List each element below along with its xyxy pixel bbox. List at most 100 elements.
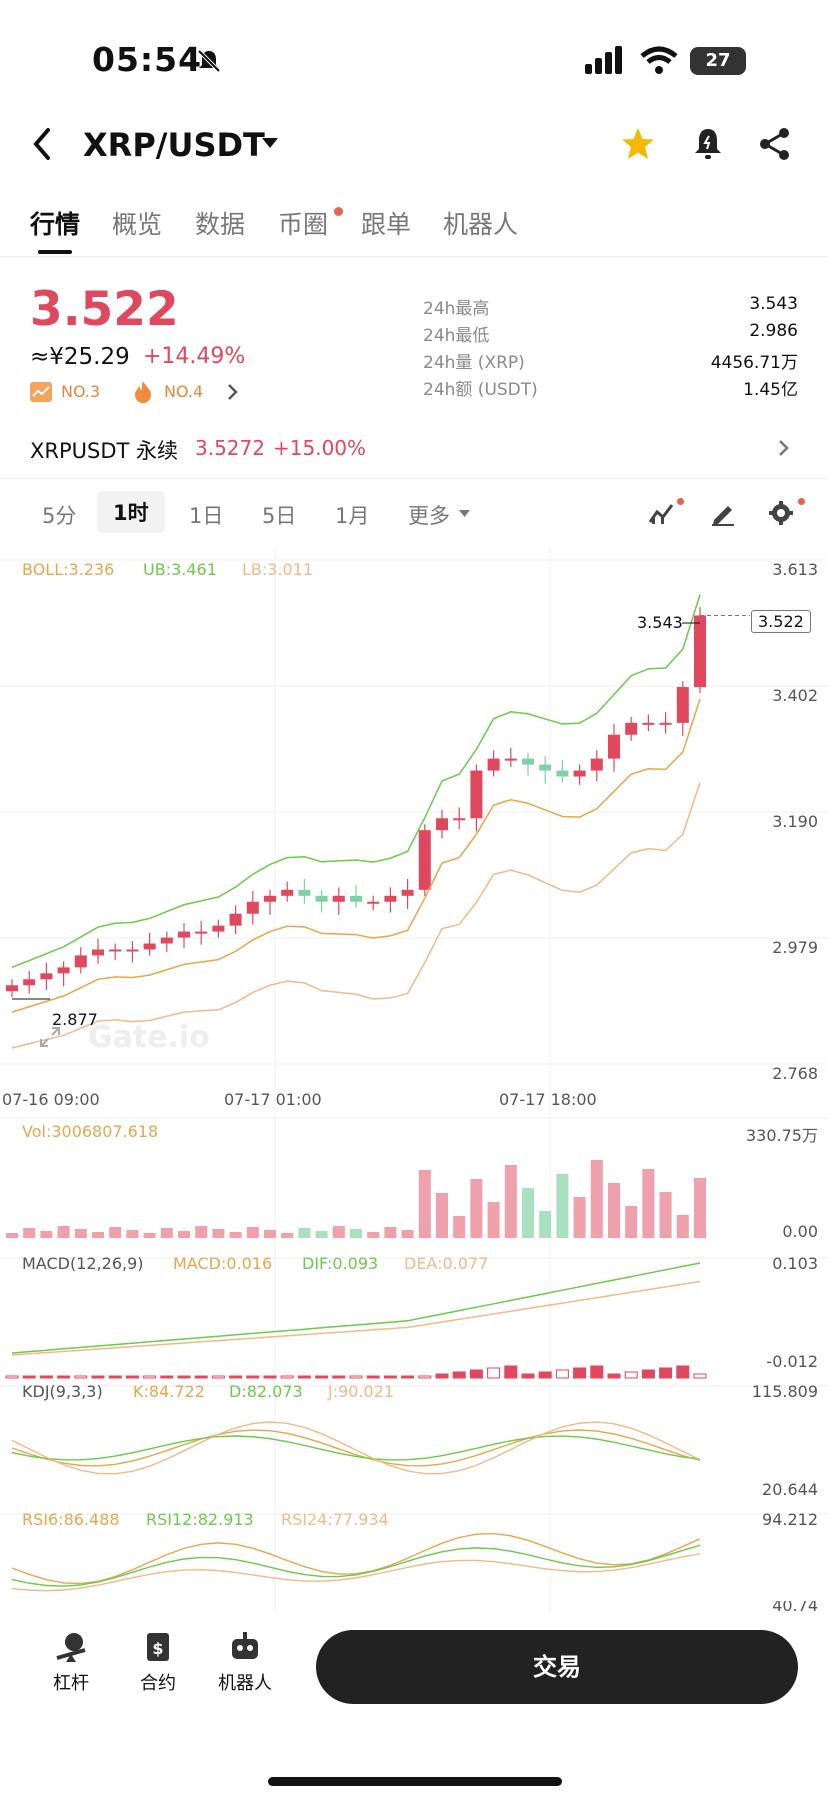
volume-bar — [57, 1226, 70, 1238]
volume-bar — [590, 1160, 603, 1238]
star-icon[interactable] — [620, 126, 656, 162]
volume-bar — [23, 1228, 36, 1238]
macd-histogram-bar — [641, 1369, 655, 1379]
expand-icon[interactable] — [38, 1025, 62, 1049]
back-icon[interactable] — [30, 126, 54, 162]
rsi24-value: RSI24:77.934 — [281, 1510, 389, 1529]
candle — [418, 830, 431, 890]
volume-bar — [470, 1179, 483, 1238]
volume-bar — [453, 1216, 466, 1238]
volume-bar — [160, 1228, 173, 1238]
price-axis-tick: 3.613 — [772, 560, 818, 579]
candle — [504, 758, 517, 761]
kdj-d-value: D:82.073 — [229, 1382, 303, 1401]
margin-label: 杠杆 — [53, 1673, 89, 1694]
volume-bar — [676, 1215, 689, 1238]
futures-button[interactable]: $ 合约 — [118, 1630, 198, 1695]
macd-histogram-bar — [177, 1375, 191, 1379]
macd-histogram-bar — [590, 1365, 604, 1379]
kdj-axis-min: 20.644 — [762, 1480, 818, 1499]
tab-market[interactable]: 行情 — [30, 210, 81, 239]
candle — [6, 985, 18, 992]
price-axis-tick: 2.768 — [772, 1064, 818, 1083]
candle — [470, 770, 483, 819]
low-marker-label: 2.877 — [52, 1010, 98, 1029]
candle — [608, 734, 620, 759]
macd-histogram-bar — [108, 1375, 122, 1379]
margin-button[interactable]: 杠杆 — [31, 1630, 111, 1695]
candle — [436, 818, 448, 831]
period-1mo[interactable]: 1月 — [335, 504, 370, 528]
rank-2[interactable]: NO.4 — [164, 382, 204, 401]
pair-title[interactable]: XRP/USDT — [83, 126, 265, 164]
stat-volume-label: 24h量 (XRP) — [423, 353, 525, 373]
period-more[interactable]: 更多 — [408, 504, 450, 528]
volume-bar — [332, 1226, 345, 1238]
tab-active-indicator — [38, 250, 72, 254]
macd-histogram-bar — [538, 1371, 552, 1379]
svg-text:$: $ — [152, 1639, 163, 1658]
tab-overview[interactable]: 概览 — [112, 210, 163, 239]
candle — [384, 895, 397, 902]
last-price-tag: 3.522 — [751, 610, 811, 633]
rank-1[interactable]: NO.3 — [61, 382, 101, 401]
candle — [109, 949, 122, 952]
macd-histogram-bar — [5, 1375, 19, 1379]
candle — [556, 770, 569, 777]
bots-button[interactable]: 机器人 — [205, 1630, 285, 1695]
kdj-d-line — [11, 1435, 701, 1461]
kline-chart[interactable] — [0, 548, 828, 1612]
volume-bar — [178, 1231, 190, 1238]
bell-icon[interactable] — [692, 126, 724, 162]
period-1h[interactable]: 1时 — [97, 491, 165, 533]
robot-icon — [232, 1632, 258, 1659]
boll-lb-label: LB:3.011 — [242, 560, 314, 579]
candle — [126, 949, 139, 952]
chevron-right-icon — [779, 440, 789, 456]
stat-turnover-value: 1.45亿 — [743, 380, 798, 400]
contract-icon: $ — [147, 1633, 169, 1661]
candle — [676, 687, 689, 723]
period-5m[interactable]: 5分 — [42, 504, 77, 528]
gear-icon[interactable] — [768, 500, 794, 526]
status-time: 05:54 — [92, 40, 203, 79]
period-1d[interactable]: 1日 — [189, 504, 224, 528]
tab-bots[interactable]: 机器人 — [443, 210, 519, 239]
indicator-icon[interactable] — [648, 500, 676, 526]
candle — [212, 925, 225, 932]
share-icon[interactable] — [758, 126, 792, 162]
macd-axis-max: 0.103 — [772, 1254, 818, 1273]
macd-histogram-bar — [211, 1375, 225, 1379]
price-axis-tick: 2.979 — [772, 938, 818, 957]
trade-button[interactable]: 交易 — [316, 1630, 798, 1704]
tab-copytrade[interactable]: 跟单 — [361, 210, 412, 239]
candle — [57, 967, 70, 974]
dropdown-icon[interactable] — [262, 138, 278, 150]
divider — [0, 478, 828, 479]
rsi24-line — [11, 1553, 701, 1592]
futures-label: 合约 — [140, 1673, 176, 1694]
rsi-axis-min: 40.74 — [772, 1601, 818, 1611]
tab-data[interactable]: 数据 — [195, 210, 246, 239]
period-selector: 5分 1时 1日 5日 1月 更多 — [0, 488, 828, 540]
macd-histogram-bar — [39, 1375, 53, 1379]
draw-pen-icon[interactable] — [710, 500, 736, 526]
bell-off-icon — [197, 49, 221, 73]
chart-rank-icon — [30, 382, 52, 402]
kdj-j-line — [11, 1421, 701, 1475]
macd-histogram-bar — [401, 1375, 415, 1379]
period-5d[interactable]: 5日 — [262, 504, 297, 528]
tab-community[interactable]: 币圈 — [278, 210, 329, 239]
candle — [281, 889, 294, 896]
perpetual-row[interactable]: XRPUSDT 永续 3.5272 +15.00% — [0, 425, 828, 475]
signal-icon — [585, 46, 622, 74]
candle — [453, 818, 466, 821]
stat-high-value: 3.543 — [749, 294, 798, 314]
volume-bar — [195, 1226, 208, 1238]
macd-histogram-bar — [383, 1375, 397, 1379]
macd-title: MACD(12,26,9) — [22, 1254, 144, 1273]
chevron-right-icon[interactable] — [227, 383, 239, 401]
boll-ub-label: UB:3.461 — [143, 560, 217, 579]
macd-histogram-bar — [229, 1375, 243, 1379]
high-marker-label: 3.543 — [637, 613, 683, 632]
